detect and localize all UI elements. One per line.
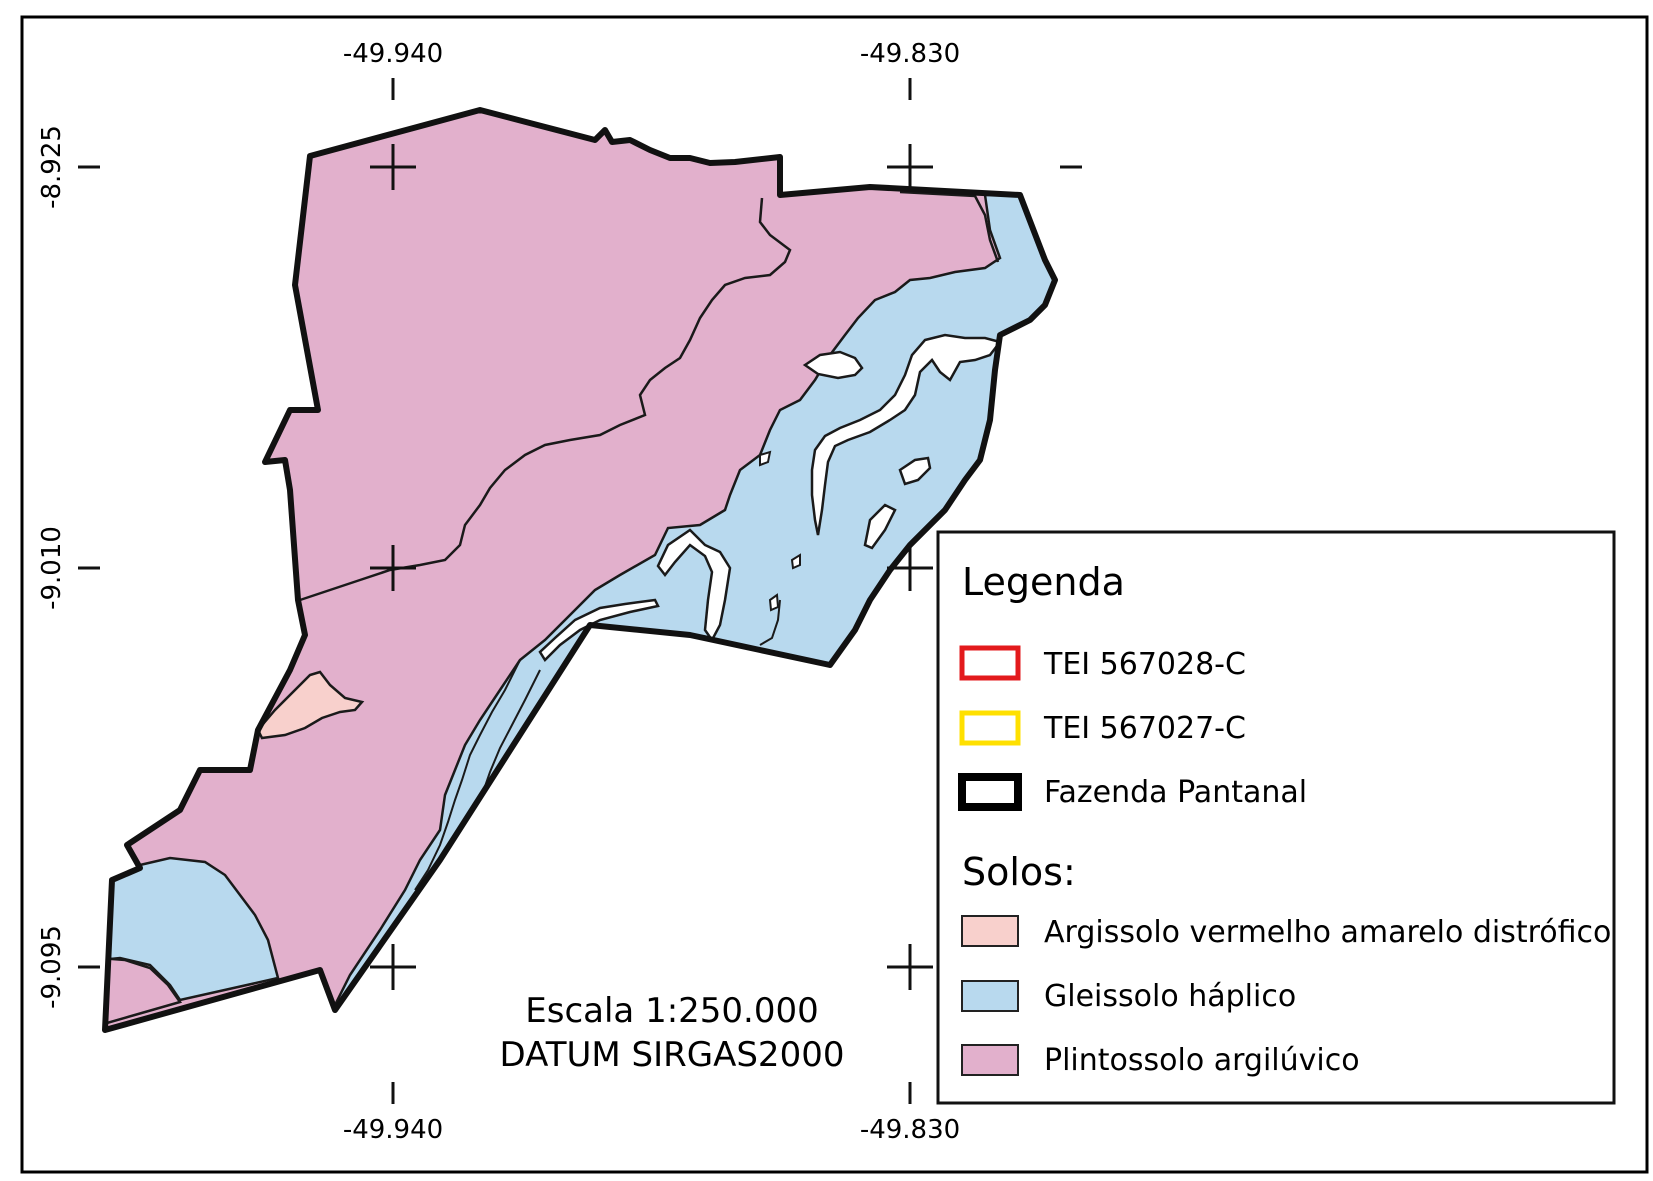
datum-label: DATUM SIRGAS2000 [500,1035,845,1075]
legend-swatch-tei-567028 [959,645,1021,681]
lon-label-bottom-2: -49.830 [860,1115,960,1145]
river-channel [414,659,521,891]
map-frame [20,15,1649,1174]
graticule [78,78,1082,1104]
legend-swatch-plintossolo [961,1044,1019,1076]
scale-label: Escala 1:250.000 [525,991,819,1031]
legend-title: Legenda [962,560,1125,604]
legend-box [936,530,1616,1105]
legend-swatch-argissolo [961,915,1019,947]
lon-label-bottom-1: -49.940 [343,1115,443,1145]
soil-boundary-line [299,197,792,602]
river-channel [768,593,780,612]
legend-label-fazenda: Fazenda Pantanal [1044,775,1307,810]
legend-swatch-gleissolo [961,980,1019,1012]
legend-label-argissolo: Argissolo vermelho amarelo distrófico [1044,915,1611,950]
river-channel [863,503,897,550]
river-channel [656,528,732,643]
soil-boundary-line [899,190,1000,263]
legend-label-tei-567028: TEI 567028-C [1043,647,1246,682]
lat-label-3: -9.095 [37,925,67,1009]
river-channel [810,333,1003,536]
legend-label-tei-567027: TEI 567027-C [1043,711,1246,746]
legend-swatch-fazenda [958,773,1022,811]
lat-label-2: -9.010 [37,526,67,610]
soil-plintossolo-sw [105,956,183,1027]
lon-label-top-2: -49.830 [860,39,960,69]
river-channel [898,456,932,486]
river-channel [759,450,772,467]
river-channel [790,553,801,570]
legend-swatch-tei-567027 [959,710,1021,746]
legend-label-gleissolo: Gleissolo háplico [1044,979,1296,1014]
river-channel [802,350,864,380]
river-channel [759,599,781,646]
legend: Legenda TEI 567028-C TEI 567027-C Fazend… [936,530,1616,1105]
lat-label-1: -8.925 [37,125,67,209]
farm-boundary [102,107,1058,1033]
river-channel [538,598,660,662]
soil-argissolo [256,670,365,740]
legend-label-plintossolo: Plintossolo argilúvico [1044,1043,1360,1078]
legend-soils-title: Solos: [962,850,1076,894]
lon-label-top-1: -49.940 [343,39,443,69]
